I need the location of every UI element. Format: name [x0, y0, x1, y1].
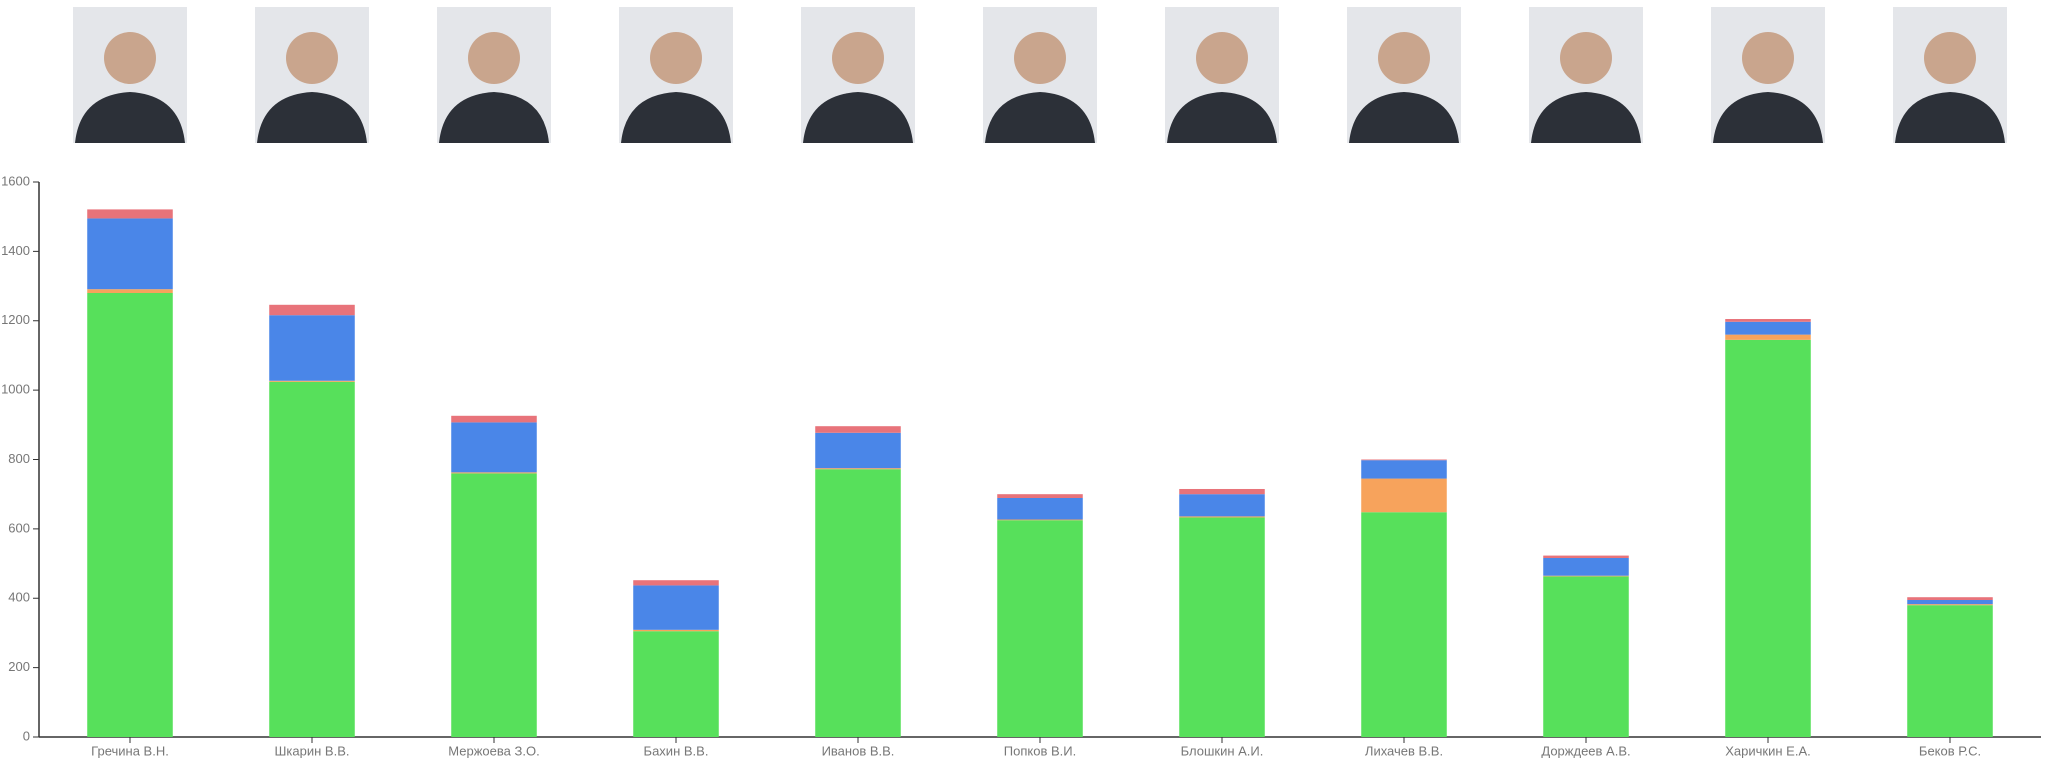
bar-segment	[815, 468, 901, 470]
bar-segment	[815, 469, 901, 737]
x-tick-label: Харичкин Е.А.	[1725, 743, 1810, 758]
bar-segment	[1725, 334, 1811, 340]
y-tick-label: 1600	[1, 173, 30, 188]
photo-head	[468, 32, 520, 84]
x-tick-label: Беков Р.С.	[1919, 743, 1981, 758]
bar-segment	[1907, 597, 1993, 600]
bar-segment	[1543, 575, 1629, 577]
bar-segment	[451, 472, 537, 474]
bar-segment	[269, 315, 355, 381]
bar-segment	[1361, 512, 1447, 737]
photo-head	[1924, 32, 1976, 84]
bar-segment	[633, 585, 719, 630]
bar-segment	[1907, 599, 1993, 605]
photo-head	[1196, 32, 1248, 84]
bar-segment	[1907, 604, 1993, 606]
photo-body	[803, 92, 913, 143]
y-tick-label: 800	[8, 451, 30, 466]
bar-segment	[1361, 459, 1447, 461]
bar-segment	[451, 473, 537, 737]
x-tick-label: Бахин В.В.	[644, 743, 709, 758]
photo-body	[439, 92, 549, 143]
x-tick-label: Блошкин А.И.	[1181, 743, 1264, 758]
bar-segment	[87, 218, 173, 290]
bar-segment	[1179, 517, 1265, 737]
photo-body	[621, 92, 731, 143]
photo-head	[1378, 32, 1430, 84]
photo-head	[832, 32, 884, 84]
bar-segment	[633, 631, 719, 737]
y-tick-label: 1400	[1, 243, 30, 258]
bar-segment	[1725, 339, 1811, 737]
bar-segment	[1543, 555, 1629, 559]
bar-segment	[87, 293, 173, 737]
bar-segment	[1725, 321, 1811, 335]
photo-body	[257, 92, 367, 143]
bar-segment	[1179, 494, 1265, 517]
x-tick-label: Попков В.И.	[1004, 743, 1076, 758]
bar-segment	[997, 520, 1083, 737]
x-tick-label: Лихачев В.В.	[1365, 743, 1443, 758]
bar-segment	[1179, 488, 1265, 495]
bar-segment	[815, 432, 901, 469]
photo-body	[985, 92, 1095, 143]
photo-head	[1742, 32, 1794, 84]
bar-segment	[1361, 478, 1447, 513]
photo-body	[75, 92, 185, 143]
y-tick-label: 0	[23, 728, 30, 743]
bar-segment	[269, 304, 355, 316]
bar-segment	[1543, 558, 1629, 576]
bar-segment	[1907, 605, 1993, 737]
bar-segment	[633, 629, 719, 632]
photo-body	[1167, 92, 1277, 143]
photo-head	[1560, 32, 1612, 84]
photo-head	[286, 32, 338, 84]
y-tick-label: 1000	[1, 382, 30, 397]
photo-body	[1531, 92, 1641, 143]
photo-head	[650, 32, 702, 84]
bar-segment	[451, 422, 537, 473]
y-tick-label: 200	[8, 659, 30, 674]
y-tick-label: 1200	[1, 312, 30, 327]
bar-segment	[1361, 460, 1447, 479]
x-tick-label: Шкарин В.В.	[275, 743, 350, 758]
bar-segment	[87, 209, 173, 219]
photo-body	[1895, 92, 2005, 143]
bar-segment	[1179, 516, 1265, 518]
x-tick-label: Дорждеев А.В.	[1541, 743, 1630, 758]
photo-body	[1349, 92, 1459, 143]
x-tick-label: Гречина В.Н.	[91, 743, 169, 758]
bar-segment	[1725, 319, 1811, 322]
bar-segment	[87, 289, 173, 293]
bar-segment	[815, 426, 901, 433]
bar-segment	[451, 415, 537, 423]
bar-segment	[997, 519, 1083, 521]
bar-segment	[997, 498, 1083, 520]
bar-segment	[633, 580, 719, 586]
photo-body	[1713, 92, 1823, 143]
y-tick-label: 600	[8, 520, 30, 535]
y-tick-label: 400	[8, 590, 30, 605]
bar-segment	[269, 381, 355, 737]
photo-head	[104, 32, 156, 84]
photo-head	[1014, 32, 1066, 84]
bar-segment	[1543, 576, 1629, 737]
bar-segment	[997, 494, 1083, 499]
x-tick-label: Мержоева З.О.	[448, 743, 539, 758]
bar-segment	[269, 380, 355, 382]
x-tick-label: Иванов В.В.	[822, 743, 895, 758]
